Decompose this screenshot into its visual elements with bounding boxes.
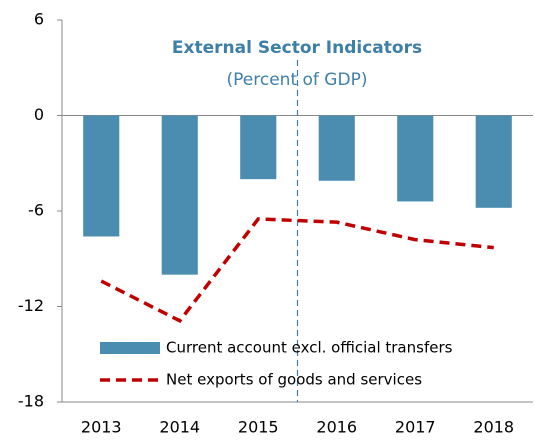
x-tick-label: 2017 bbox=[395, 418, 436, 437]
chart-title: External Sector Indicators bbox=[172, 38, 422, 58]
line bbox=[100, 217, 494, 324]
y-tick-label: 6 bbox=[34, 10, 44, 29]
legend-label: Net exports of goods and services bbox=[166, 371, 422, 389]
legend-swatch bbox=[100, 342, 160, 354]
y-tick-label: 0 bbox=[34, 105, 44, 124]
y-tick-label: -18 bbox=[18, 392, 44, 411]
x-tick-label: 2013 bbox=[81, 418, 122, 437]
bar bbox=[240, 115, 277, 180]
bar bbox=[161, 115, 198, 275]
legend-label: Current account excl. official transfers bbox=[166, 339, 453, 357]
x-tick-label: 2015 bbox=[238, 418, 279, 437]
bar bbox=[83, 115, 120, 237]
bar bbox=[318, 115, 355, 181]
y-tick-label: -12 bbox=[18, 296, 44, 315]
x-tick-label: 2016 bbox=[316, 418, 357, 437]
y-tick-label: -6 bbox=[28, 201, 44, 220]
bar bbox=[475, 115, 512, 208]
x-tick-label: 2018 bbox=[473, 418, 514, 437]
bar bbox=[397, 115, 434, 202]
x-tick-label: 2014 bbox=[159, 418, 200, 437]
